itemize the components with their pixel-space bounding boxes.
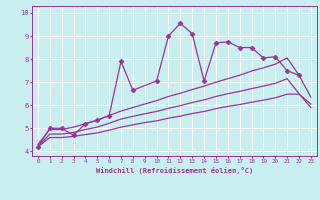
X-axis label: Windchill (Refroidissement éolien,°C): Windchill (Refroidissement éolien,°C) <box>96 167 253 174</box>
